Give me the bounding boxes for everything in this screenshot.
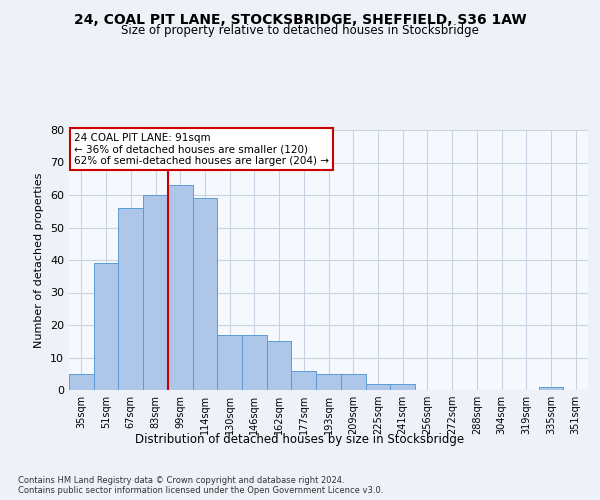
Text: 24 COAL PIT LANE: 91sqm
← 36% of detached houses are smaller (120)
62% of semi-d: 24 COAL PIT LANE: 91sqm ← 36% of detache… <box>74 132 329 166</box>
Bar <box>143 195 168 390</box>
Bar <box>292 370 316 390</box>
Text: Size of property relative to detached houses in Stocksbridge: Size of property relative to detached ho… <box>121 24 479 37</box>
Bar <box>69 374 94 390</box>
Bar <box>94 263 118 390</box>
Bar <box>242 335 267 390</box>
Text: Distribution of detached houses by size in Stocksbridge: Distribution of detached houses by size … <box>136 432 464 446</box>
Bar <box>217 335 242 390</box>
Text: Contains HM Land Registry data © Crown copyright and database right 2024.
Contai: Contains HM Land Registry data © Crown c… <box>18 476 383 495</box>
Bar <box>118 208 143 390</box>
Bar <box>341 374 365 390</box>
Y-axis label: Number of detached properties: Number of detached properties <box>34 172 44 348</box>
Text: 24, COAL PIT LANE, STOCKSBRIDGE, SHEFFIELD, S36 1AW: 24, COAL PIT LANE, STOCKSBRIDGE, SHEFFIE… <box>74 12 526 26</box>
Bar <box>267 341 292 390</box>
Bar <box>168 185 193 390</box>
Bar <box>390 384 415 390</box>
Bar <box>316 374 341 390</box>
Bar <box>365 384 390 390</box>
Bar <box>193 198 217 390</box>
Bar <box>539 387 563 390</box>
